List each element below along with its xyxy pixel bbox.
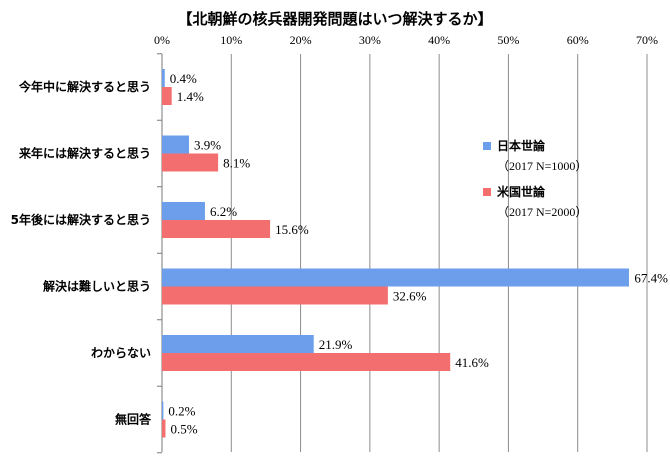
chart-title: 【北朝鮮の核兵器開発問題はいつ解決するか】 — [177, 10, 492, 28]
bar-usa — [162, 419, 166, 438]
data-label: 41.6% — [455, 355, 489, 370]
bar-usa — [162, 353, 451, 371]
x-tick-label: 30% — [359, 33, 381, 47]
x-tick-label: 20% — [290, 33, 312, 47]
data-label: 6.2% — [210, 204, 237, 219]
legend-note: （2017 N=2000） — [497, 205, 587, 219]
data-label: 8.1% — [223, 156, 250, 171]
bar-japan — [162, 135, 190, 154]
data-labels: 0.4% 1.4% 3.9%8.1% 6.2% 15.6% 67.4% 32.6% 21.9%… — [168, 71, 668, 437]
bar-usa — [162, 153, 219, 172]
category-label: わからない — [91, 346, 151, 360]
x-tick-label: 10% — [220, 33, 242, 47]
x-tick-label: 50% — [497, 33, 519, 47]
category-label: 5年後には解決すると思う — [11, 212, 151, 227]
data-label: 67.4% — [634, 271, 668, 286]
x-tick-label: 0% — [154, 33, 170, 47]
category-label: 今年中に解決すると思う — [18, 79, 151, 94]
category-label: 無回答 — [115, 412, 152, 427]
data-label: 21.9% — [319, 337, 353, 352]
legend-swatch-usa — [483, 188, 491, 196]
data-label: 3.9% — [194, 138, 221, 153]
bar-usa — [162, 220, 271, 238]
x-tick-label: 70% — [636, 33, 658, 47]
legend-note: （2017 N=1000） — [497, 159, 587, 173]
legend: 日本世論 （2017 N=1000） 米国世論 （2017 N=2000） — [483, 138, 587, 219]
bar-usa — [162, 87, 172, 105]
bar-japan — [162, 268, 629, 287]
legend-label: 日本世論 — [497, 138, 546, 153]
data-label: 0.4% — [170, 71, 197, 86]
x-axis-ticks: 0% 10% 20% 30% 40% 50% 60% 70% — [154, 33, 658, 47]
data-label: 32.6% — [393, 289, 427, 304]
bar-japan — [162, 401, 164, 420]
data-label: 1.4% — [177, 89, 204, 104]
gridlines — [157, 53, 648, 454]
legend-swatch-japan — [483, 142, 491, 150]
bars — [162, 69, 629, 438]
data-label: 15.6% — [275, 222, 309, 237]
bar-japan — [162, 69, 165, 87]
data-label: 0.2% — [168, 404, 195, 419]
legend-label: 米国世論 — [497, 184, 546, 199]
bar-japan — [162, 202, 205, 220]
category-label: 来年には解決すると思う — [18, 146, 151, 161]
category-label: 解決は難しいと思う — [43, 279, 151, 294]
x-tick-label: 40% — [428, 33, 450, 47]
bar-usa — [162, 286, 388, 305]
x-tick-label: 60% — [567, 33, 589, 47]
bar-japan — [162, 335, 314, 353]
data-label: 0.5% — [170, 422, 197, 437]
